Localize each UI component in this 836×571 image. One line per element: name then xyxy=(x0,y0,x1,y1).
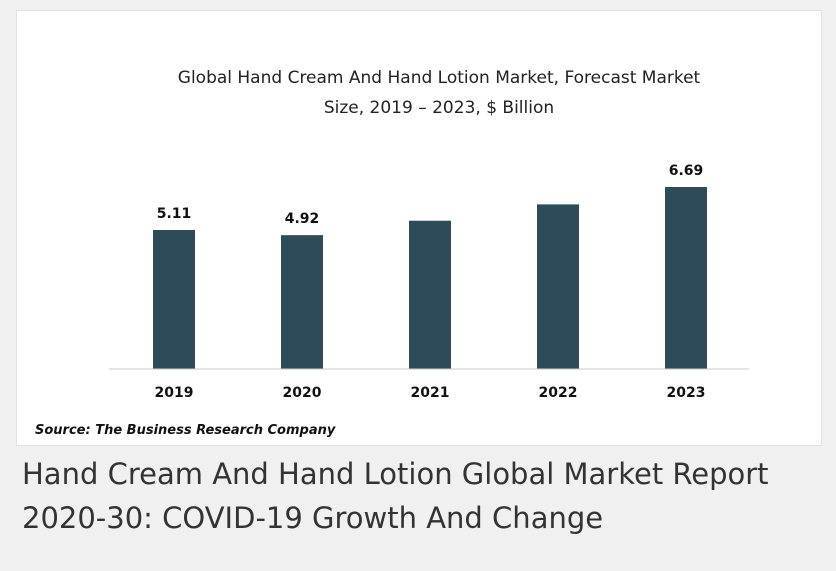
bar-2023 xyxy=(665,187,707,369)
x-tick-label-2023: 2023 xyxy=(667,385,706,401)
bar-2019 xyxy=(153,229,195,369)
data-label-2020: 4.92 xyxy=(285,211,320,227)
chart-card: Global Hand Cream And Hand Lotion Market… xyxy=(16,10,822,446)
data-label-2019: 5.11 xyxy=(157,206,192,222)
x-tick-label-2021: 2021 xyxy=(411,385,450,401)
bar-2020 xyxy=(281,235,323,369)
x-tick-label-2020: 2020 xyxy=(283,385,322,401)
chart-title-line1: Global Hand Cream And Hand Lotion Market… xyxy=(178,68,701,88)
bar-chart: Global Hand Cream And Hand Lotion Market… xyxy=(109,68,749,401)
data-label-2023: 6.69 xyxy=(669,163,704,179)
page-caption: Hand Cream And Hand Lotion Global Market… xyxy=(22,457,769,535)
bars-group: 5.11 2019 4.92 2020 2021 2022 6.69 2023 xyxy=(153,163,707,401)
x-tick-label-2019: 2019 xyxy=(155,385,194,401)
source-note: Source: The Business Research Company xyxy=(35,423,336,438)
bar-2021 xyxy=(409,220,451,369)
chart-title-line2: Size, 2019 – 2023, $ Billion xyxy=(324,98,554,118)
x-tick-label-2022: 2022 xyxy=(539,385,578,401)
bar-2022 xyxy=(537,204,579,369)
